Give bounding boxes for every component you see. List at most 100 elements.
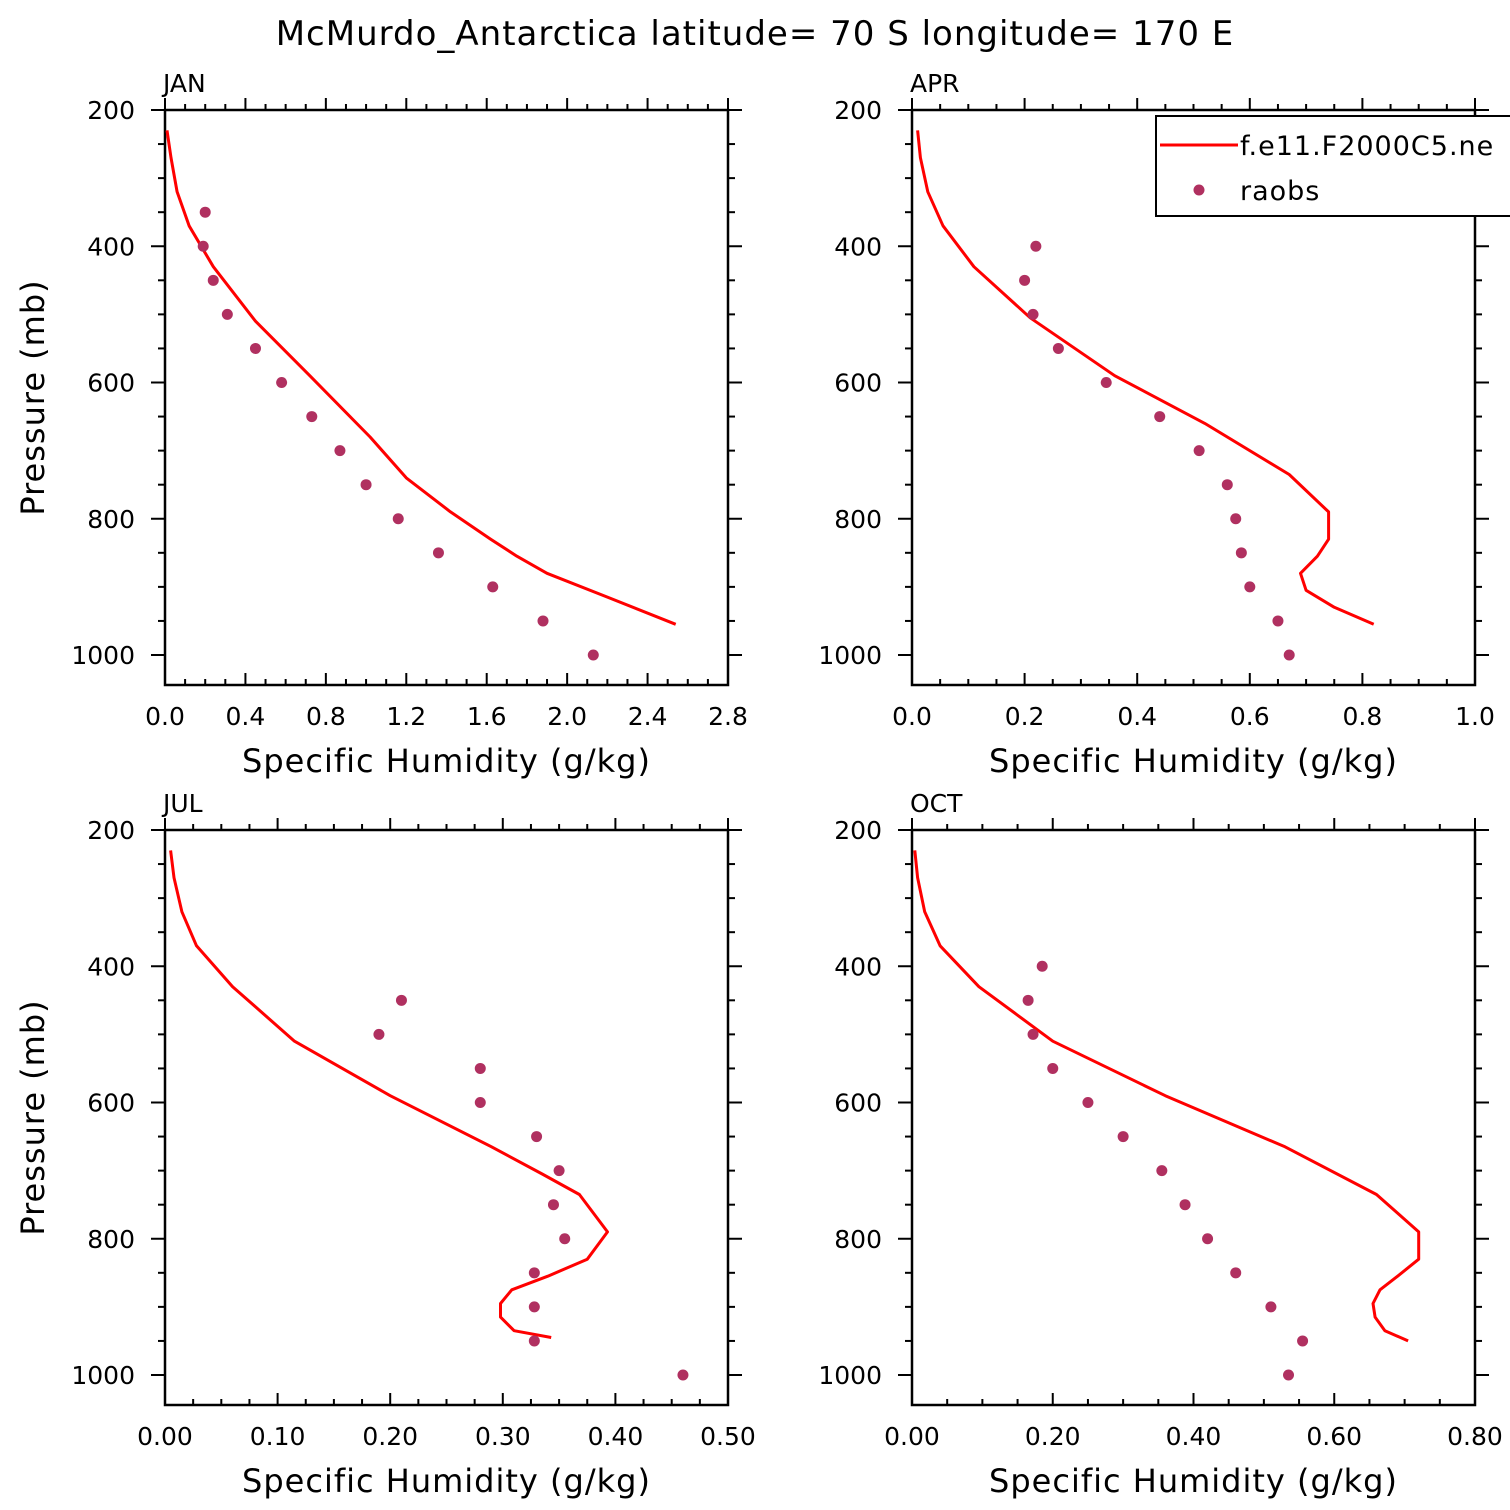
x-tick-label: 0.8	[1343, 702, 1383, 731]
panel-oct: 0.00 0.20 0.40 0.60 0.80 200 400 600 800 1000 OCT S…	[818, 789, 1502, 1500]
raobs-marker	[199, 206, 211, 218]
x-tick-label: 2.0	[547, 702, 587, 731]
x-tick-label: 0.80	[1447, 1422, 1503, 1451]
panel-jul: 0.00 0.10 0.20 0.30 0.40 0.50 200 400 600 800 1000…	[14, 789, 756, 1500]
raobs-marker	[392, 513, 404, 525]
x-tick-label: 0.00	[884, 1422, 940, 1451]
raobs-marker	[1297, 1335, 1309, 1347]
y-tick-label: 1000	[71, 1361, 135, 1390]
raobs-marker	[1100, 377, 1112, 388]
x-tick-label: 1.0	[1455, 702, 1495, 731]
legend-box	[1155, 115, 1510, 217]
raobs-marker	[432, 547, 444, 559]
x-tick-label: 0.6	[1230, 702, 1270, 731]
raobs-marker	[537, 615, 549, 627]
y-tick-label: 400	[834, 952, 882, 981]
x-tick-label: 0.50	[700, 1422, 756, 1451]
y-tick-label: 200	[87, 96, 135, 125]
raobs-marker	[1019, 274, 1031, 286]
raobs-marker	[1283, 649, 1295, 661]
raobs-marker	[306, 411, 318, 423]
x-axis-label: Specific Humidity (g/kg)	[989, 742, 1398, 780]
raobs-marker	[207, 274, 219, 286]
y-tick-label: 400	[87, 952, 135, 981]
x-tick-label: 0.60	[1306, 1422, 1362, 1451]
y-tick-label: 400	[87, 232, 135, 261]
raobs-marker	[1221, 479, 1233, 491]
y-axis-label: Pressure (mb)	[14, 999, 52, 1235]
raobs-marker	[1265, 1301, 1277, 1313]
x-tick-label: 0.40	[1166, 1422, 1222, 1451]
x-tick-label: 0.0	[145, 702, 185, 731]
plot-frame	[163, 828, 730, 1407]
raobs-marker	[1030, 240, 1042, 252]
raobs-marker	[1230, 513, 1242, 525]
panel-title: OCT	[910, 789, 963, 818]
model-profile-line	[165, 130, 677, 626]
raobs-marker	[553, 1165, 565, 1177]
plot-frame	[163, 108, 730, 687]
raobs-marker	[1235, 547, 1247, 559]
raobs-marker	[1022, 994, 1034, 1006]
panels-group: 0.0 0.4 0.8 1.2 1.6 2.0 2.4 2.8 200 400 600 800 1000…	[14, 69, 1503, 1500]
y-tick-label: 600	[87, 1089, 135, 1118]
x-tick-label: 0.4	[226, 702, 266, 731]
raobs-marker	[677, 1369, 689, 1381]
y-tick-label: 1000	[818, 1361, 882, 1390]
raobs-marker	[249, 342, 261, 354]
raobs-marker	[1117, 1131, 1129, 1143]
panel-title: APR	[910, 69, 960, 98]
y-tick-label: 400	[834, 232, 882, 261]
legend-label-model: f.e11.F2000C5.ne	[1240, 131, 1494, 162]
raobs-marker	[1036, 960, 1048, 972]
x-tick-label: 0.2	[1005, 702, 1045, 731]
x-tick-label: 0.8	[306, 702, 346, 731]
x-axis-label: Specific Humidity (g/kg)	[242, 1462, 651, 1500]
raobs-marker	[528, 1301, 540, 1313]
x-tick-label: 0.00	[137, 1422, 193, 1451]
legend-marker-swatch	[1193, 184, 1205, 196]
panel-title: JAN	[161, 69, 206, 98]
raobs-marker	[1027, 1028, 1039, 1040]
legend: f.e11.F2000C5.ne raobs	[1155, 115, 1510, 217]
raobs-marker	[474, 1097, 486, 1108]
x-tick-label: 0.0	[892, 702, 932, 731]
raobs-marker	[334, 445, 346, 457]
raobs-marker	[1047, 1062, 1059, 1074]
raobs-marker	[1283, 1369, 1295, 1381]
y-tick-label: 800	[87, 505, 135, 534]
y-tick-label: 800	[834, 1225, 882, 1254]
x-tick-label: 0.10	[250, 1422, 306, 1451]
y-tick-label: 800	[87, 1225, 135, 1254]
raobs-marker	[1244, 581, 1256, 593]
x-tick-label: 2.8	[708, 702, 748, 731]
y-tick-label: 600	[834, 369, 882, 398]
raobs-marker	[1272, 615, 1284, 627]
y-tick-label: 600	[87, 369, 135, 398]
y-tick-label: 1000	[71, 641, 135, 670]
x-tick-label: 0.20	[362, 1422, 418, 1451]
raobs-marker	[587, 649, 599, 661]
legend-label-obs: raobs	[1240, 176, 1320, 207]
x-axis-label: Specific Humidity (g/kg)	[989, 1462, 1398, 1500]
model-profile-line	[169, 850, 609, 1339]
x-axis-label: Specific Humidity (g/kg)	[242, 742, 651, 780]
panel-jan: 0.0 0.4 0.8 1.2 1.6 2.0 2.4 2.8 200 400 600 800 1000…	[14, 69, 748, 780]
raobs-marker	[360, 479, 372, 491]
x-tick-label: 0.20	[1025, 1422, 1081, 1451]
figure-title: McMurdo_Antarctica latitude= 70 S longit…	[276, 14, 1235, 54]
y-tick-label: 200	[834, 816, 882, 845]
raobs-marker	[474, 1062, 486, 1074]
raobs-marker	[487, 581, 499, 593]
raobs-marker	[1052, 342, 1064, 354]
y-tick-label: 1000	[818, 641, 882, 670]
raobs-marker	[221, 308, 233, 320]
x-tick-label: 0.30	[475, 1422, 531, 1451]
raobs-marker	[531, 1131, 543, 1143]
raobs-marker	[1230, 1267, 1242, 1279]
raobs-marker	[559, 1233, 571, 1245]
model-profile-line	[913, 850, 1421, 1343]
raobs-marker	[528, 1267, 540, 1279]
panel-apr: 0.0 0.2 0.4 0.6 0.8 1.0 200 400 600 800 1000 APR Spe…	[818, 69, 1495, 780]
